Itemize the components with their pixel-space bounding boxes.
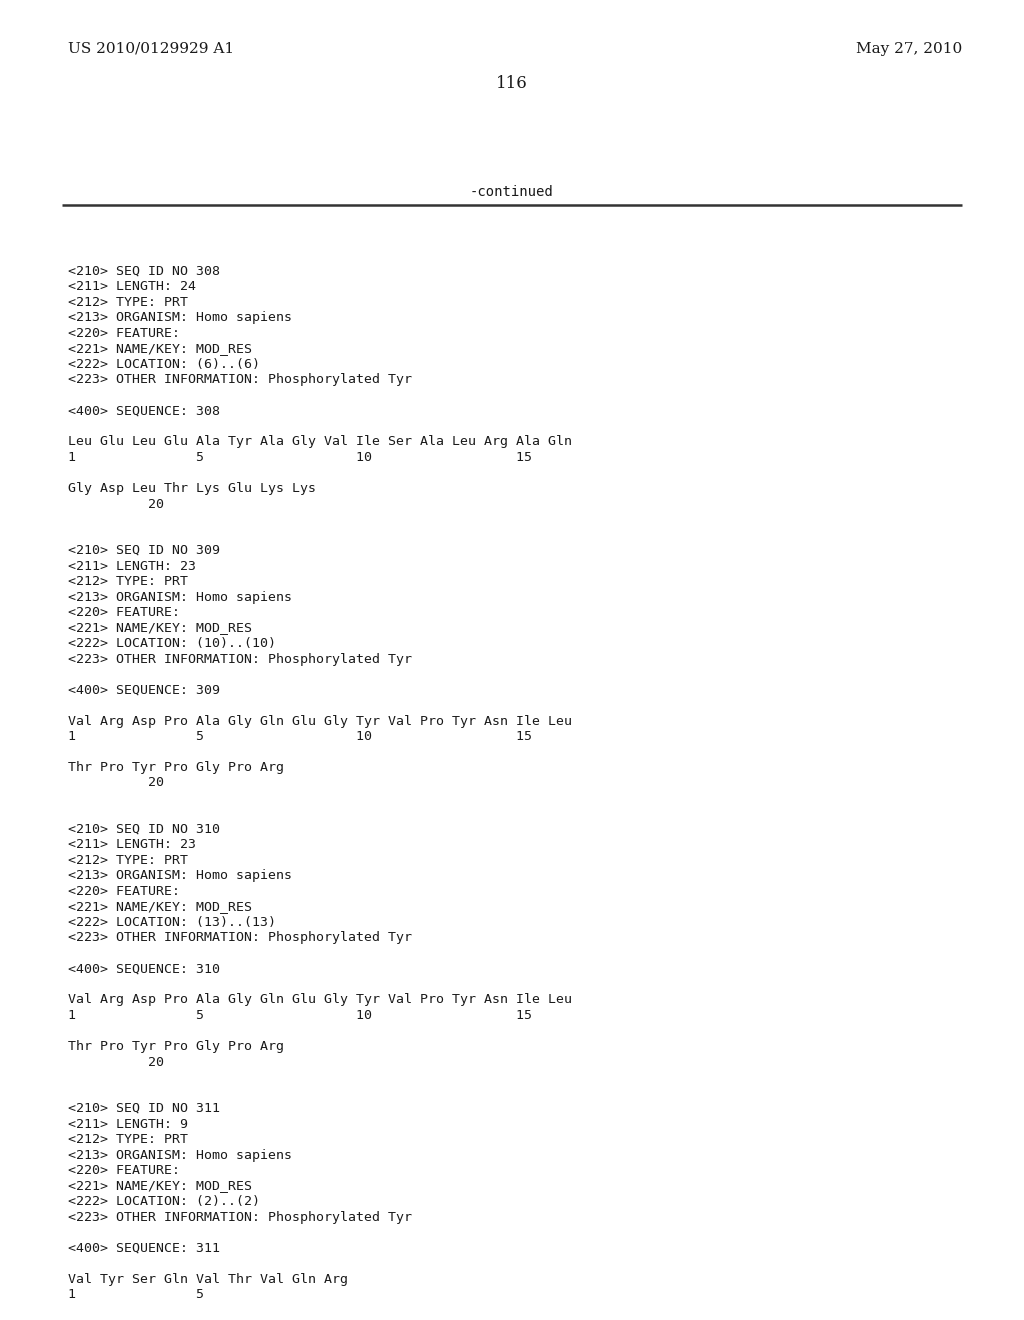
Text: 1               5: 1 5: [68, 1288, 204, 1302]
Text: <212> TYPE: PRT: <212> TYPE: PRT: [68, 1133, 188, 1146]
Text: <223> OTHER INFORMATION: Phosphorylated Tyr: <223> OTHER INFORMATION: Phosphorylated …: [68, 374, 412, 387]
Text: <223> OTHER INFORMATION: Phosphorylated Tyr: <223> OTHER INFORMATION: Phosphorylated …: [68, 1210, 412, 1224]
Text: <220> FEATURE:: <220> FEATURE:: [68, 1164, 180, 1177]
Text: <221> NAME/KEY: MOD_RES: <221> NAME/KEY: MOD_RES: [68, 900, 252, 913]
Text: Val Arg Asp Pro Ala Gly Gln Glu Gly Tyr Val Pro Tyr Asn Ile Leu: Val Arg Asp Pro Ala Gly Gln Glu Gly Tyr …: [68, 994, 572, 1006]
Text: 1               5                   10                  15: 1 5 10 15: [68, 1008, 532, 1022]
Text: Val Tyr Ser Gln Val Thr Val Gln Arg: Val Tyr Ser Gln Val Thr Val Gln Arg: [68, 1272, 348, 1286]
Text: <223> OTHER INFORMATION: Phosphorylated Tyr: <223> OTHER INFORMATION: Phosphorylated …: [68, 932, 412, 945]
Text: <213> ORGANISM: Homo sapiens: <213> ORGANISM: Homo sapiens: [68, 312, 292, 325]
Text: Thr Pro Tyr Pro Gly Pro Arg: Thr Pro Tyr Pro Gly Pro Arg: [68, 762, 284, 774]
Text: <210> SEQ ID NO 308: <210> SEQ ID NO 308: [68, 265, 220, 279]
Text: <222> LOCATION: (2)..(2): <222> LOCATION: (2)..(2): [68, 1195, 260, 1208]
Text: <211> LENGTH: 23: <211> LENGTH: 23: [68, 838, 196, 851]
Text: Gly Asp Leu Thr Lys Glu Lys Lys: Gly Asp Leu Thr Lys Glu Lys Lys: [68, 482, 316, 495]
Text: -continued: -continued: [470, 185, 554, 199]
Text: US 2010/0129929 A1: US 2010/0129929 A1: [68, 42, 234, 55]
Text: <221> NAME/KEY: MOD_RES: <221> NAME/KEY: MOD_RES: [68, 1180, 252, 1192]
Text: Thr Pro Tyr Pro Gly Pro Arg: Thr Pro Tyr Pro Gly Pro Arg: [68, 1040, 284, 1053]
Text: 1               5                   10                  15: 1 5 10 15: [68, 451, 532, 465]
Text: 20: 20: [68, 1056, 164, 1068]
Text: <212> TYPE: PRT: <212> TYPE: PRT: [68, 576, 188, 587]
Text: <221> NAME/KEY: MOD_RES: <221> NAME/KEY: MOD_RES: [68, 342, 252, 355]
Text: 20: 20: [68, 498, 164, 511]
Text: <400> SEQUENCE: 311: <400> SEQUENCE: 311: [68, 1242, 220, 1254]
Text: <211> LENGTH: 9: <211> LENGTH: 9: [68, 1118, 188, 1130]
Text: <213> ORGANISM: Homo sapiens: <213> ORGANISM: Homo sapiens: [68, 1148, 292, 1162]
Text: <220> FEATURE:: <220> FEATURE:: [68, 884, 180, 898]
Text: <212> TYPE: PRT: <212> TYPE: PRT: [68, 296, 188, 309]
Text: <220> FEATURE:: <220> FEATURE:: [68, 606, 180, 619]
Text: Val Arg Asp Pro Ala Gly Gln Glu Gly Tyr Val Pro Tyr Asn Ile Leu: Val Arg Asp Pro Ala Gly Gln Glu Gly Tyr …: [68, 714, 572, 727]
Text: <213> ORGANISM: Homo sapiens: <213> ORGANISM: Homo sapiens: [68, 870, 292, 883]
Text: <211> LENGTH: 23: <211> LENGTH: 23: [68, 560, 196, 573]
Text: 116: 116: [496, 75, 528, 92]
Text: <223> OTHER INFORMATION: Phosphorylated Tyr: <223> OTHER INFORMATION: Phosphorylated …: [68, 652, 412, 665]
Text: <221> NAME/KEY: MOD_RES: <221> NAME/KEY: MOD_RES: [68, 622, 252, 635]
Text: <213> ORGANISM: Homo sapiens: <213> ORGANISM: Homo sapiens: [68, 590, 292, 603]
Text: <400> SEQUENCE: 308: <400> SEQUENCE: 308: [68, 404, 220, 417]
Text: <210> SEQ ID NO 309: <210> SEQ ID NO 309: [68, 544, 220, 557]
Text: <400> SEQUENCE: 309: <400> SEQUENCE: 309: [68, 684, 220, 697]
Text: May 27, 2010: May 27, 2010: [856, 42, 962, 55]
Text: <220> FEATURE:: <220> FEATURE:: [68, 327, 180, 341]
Text: <211> LENGTH: 24: <211> LENGTH: 24: [68, 281, 196, 293]
Text: 20: 20: [68, 776, 164, 789]
Text: <222> LOCATION: (10)..(10): <222> LOCATION: (10)..(10): [68, 638, 276, 649]
Text: <210> SEQ ID NO 310: <210> SEQ ID NO 310: [68, 822, 220, 836]
Text: <212> TYPE: PRT: <212> TYPE: PRT: [68, 854, 188, 867]
Text: <222> LOCATION: (13)..(13): <222> LOCATION: (13)..(13): [68, 916, 276, 929]
Text: Leu Glu Leu Glu Ala Tyr Ala Gly Val Ile Ser Ala Leu Arg Ala Gln: Leu Glu Leu Glu Ala Tyr Ala Gly Val Ile …: [68, 436, 572, 449]
Text: <210> SEQ ID NO 311: <210> SEQ ID NO 311: [68, 1102, 220, 1115]
Text: 1               5                   10                  15: 1 5 10 15: [68, 730, 532, 743]
Text: <400> SEQUENCE: 310: <400> SEQUENCE: 310: [68, 962, 220, 975]
Text: <222> LOCATION: (6)..(6): <222> LOCATION: (6)..(6): [68, 358, 260, 371]
